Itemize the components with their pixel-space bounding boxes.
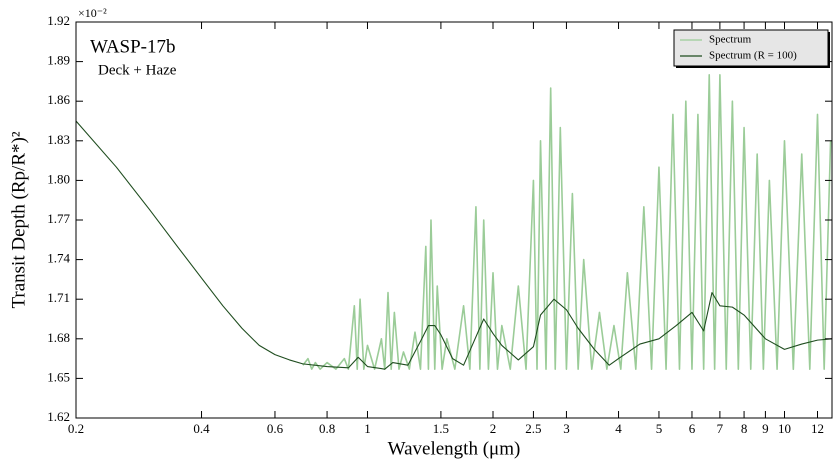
y-tick-label: 1.77 (47, 211, 70, 226)
series-line (302, 74, 832, 370)
x-tick-label: 10 (778, 421, 791, 436)
y-tick-label: 1.83 (47, 132, 70, 147)
x-tick-label: 1 (364, 421, 371, 436)
x-axis-label: Wavelength (μm) (388, 438, 521, 459)
legend-box (673, 29, 829, 67)
y-tick-label: 1.65 (47, 369, 70, 384)
x-tick-label: 4 (615, 421, 622, 436)
legend-label: Spectrum (R = 100) (709, 50, 797, 62)
x-tick-label: 1.5 (433, 421, 449, 436)
y-tick-label: 1.62 (47, 409, 70, 424)
x-tick-label: 9 (762, 421, 769, 436)
x-tick-label: 7 (717, 421, 724, 436)
legend-label: Spectrum (709, 34, 752, 46)
x-tick-label: 12 (811, 421, 824, 436)
x-tick-label: 8 (741, 421, 748, 436)
y-tick-label: 1.80 (47, 171, 70, 186)
x-tick-label: 0.8 (319, 421, 335, 436)
plot-area (76, 22, 832, 418)
y-tick-label: 1.92 (47, 13, 70, 28)
y-tick-label: 1.86 (47, 92, 70, 107)
x-tick-label: 3 (563, 421, 570, 436)
x-tick-label: 0.2 (68, 421, 84, 436)
y-tick-label: 1.68 (47, 330, 70, 345)
x-tick-label: 0.4 (193, 421, 210, 436)
chart-subtitle: Deck + Haze (98, 62, 177, 78)
x-tick-label: 5 (656, 421, 663, 436)
y-tick-label: 1.89 (47, 53, 70, 68)
x-tick-label: 0.6 (267, 421, 284, 436)
chart-title: WASP-17b (90, 36, 176, 57)
y-multiplier: ×10⁻² (78, 6, 107, 20)
y-axis-label: Transit Depth (Rp/R*)² (8, 131, 29, 308)
x-tick-label: 2 (490, 421, 497, 436)
y-tick-label: 1.74 (47, 251, 70, 266)
x-tick-label: 2.5 (525, 421, 541, 436)
x-tick-label: 6 (689, 421, 696, 436)
y-tick-label: 1.71 (47, 290, 70, 305)
series-line (76, 120, 832, 370)
